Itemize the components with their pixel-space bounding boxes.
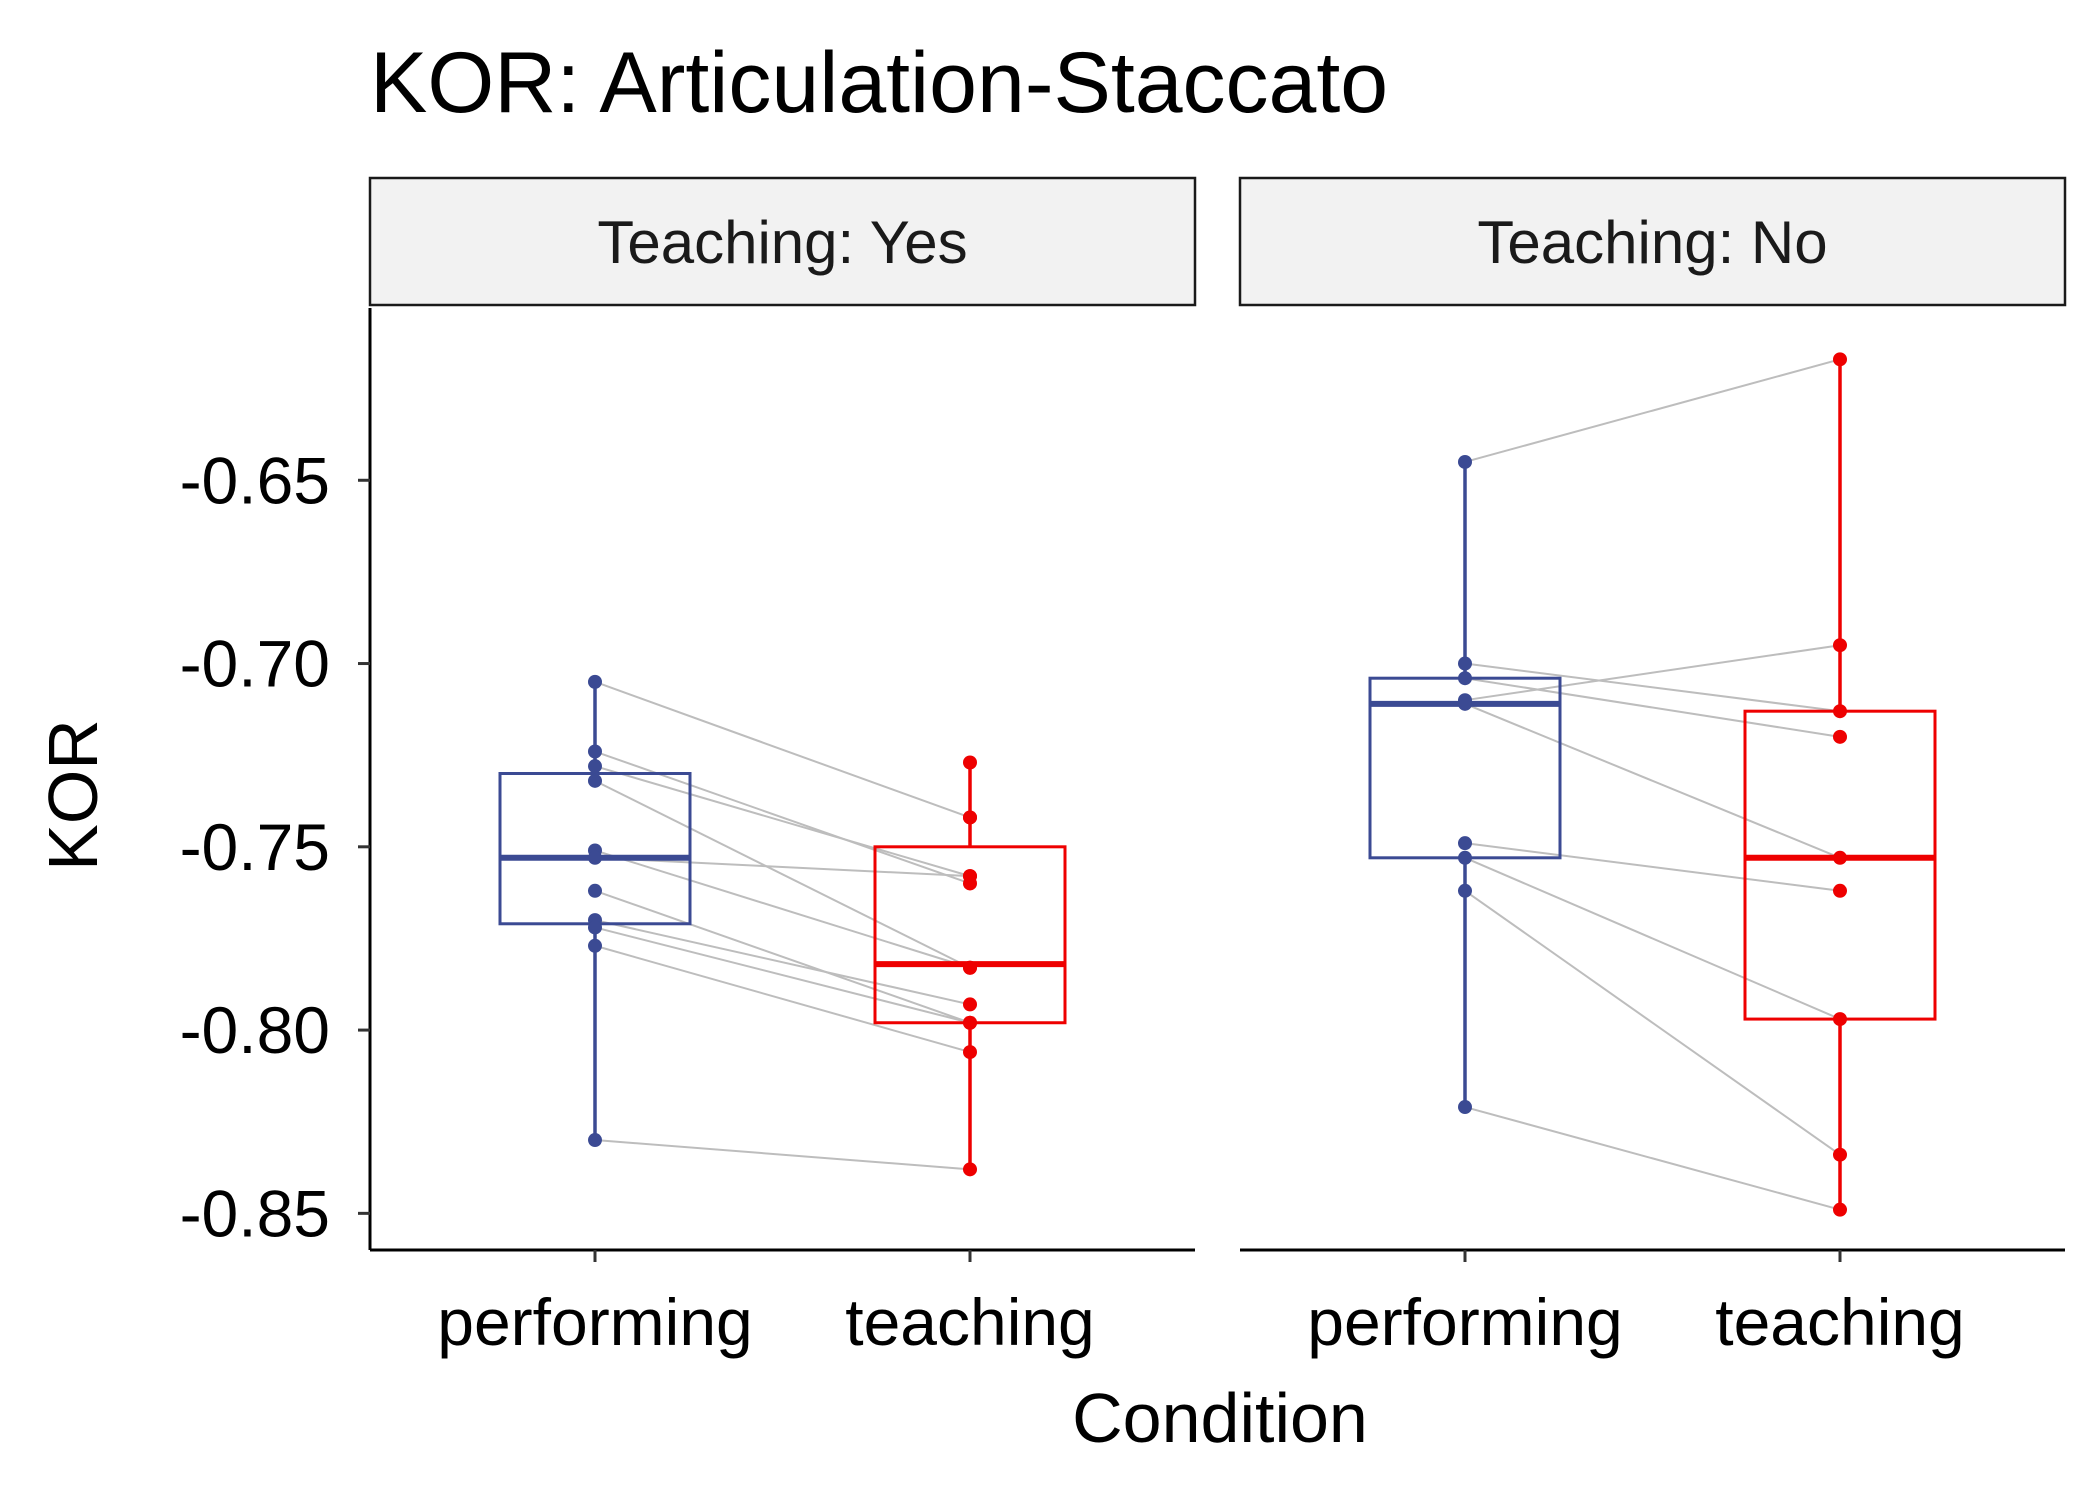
point-teaching: [1833, 1147, 1847, 1162]
paired-line: [594, 765, 971, 878]
point-performing: [1458, 656, 1472, 671]
point-teaching: [963, 1045, 977, 1060]
point-performing: [588, 759, 602, 774]
point-teaching: [963, 810, 977, 825]
point-performing: [588, 938, 602, 953]
facet-strip: [368, 176, 1197, 307]
facet-strip: [1238, 176, 2067, 307]
y-tick-label: -0.75: [180, 810, 330, 884]
point-teaching: [1833, 883, 1847, 898]
paired-line: [594, 1139, 971, 1171]
paired-line: [594, 944, 971, 1054]
panel-teaching-no: Teaching: No performing teaching: [1238, 176, 2067, 1359]
facet-strip-label: Teaching: Yes: [597, 209, 967, 276]
paired-line: [594, 926, 971, 1024]
point-teaching: [963, 997, 977, 1012]
paired-line: [1464, 1106, 1841, 1211]
y-tick-label: -0.70: [180, 627, 330, 701]
paired-line: [1464, 889, 1841, 1156]
paired-line: [594, 849, 971, 969]
point-performing: [588, 920, 602, 935]
paired-line: [594, 779, 971, 969]
paired-line: [1464, 644, 1841, 702]
paired-line: [594, 889, 971, 1024]
y-tick-label: -0.65: [180, 443, 330, 517]
paired-line: [594, 856, 971, 878]
paired-line: [1464, 677, 1841, 738]
point-performing: [588, 1133, 602, 1148]
facet-panels: -0.65 -0.70 -0.75 -0.80 -0.85 Teaching: Yes pe…: [180, 176, 2067, 1359]
y-tick-label: -0.85: [180, 1176, 330, 1250]
point-teaching: [1833, 352, 1847, 367]
facet-strip-label: Teaching: No: [1477, 209, 1827, 276]
paired-line: [1464, 842, 1841, 892]
point-performing: [588, 850, 602, 865]
point-teaching: [1833, 850, 1847, 865]
point-performing: [1458, 671, 1472, 686]
point-performing: [1458, 850, 1472, 865]
point-performing: [1458, 836, 1472, 851]
paired-line: [1464, 358, 1841, 463]
point-teaching: [963, 869, 977, 884]
paired-line: [594, 680, 971, 819]
panel-teaching-yes: Teaching: Yes performing teaching: [368, 176, 1197, 1359]
point-teaching: [963, 1015, 977, 1030]
y-axis-title: KOR: [34, 719, 112, 871]
point-performing: [1458, 883, 1472, 898]
point-teaching: [963, 1162, 977, 1177]
point-performing: [588, 773, 602, 788]
point-performing: [1458, 696, 1472, 711]
point-teaching: [1833, 638, 1847, 653]
point-teaching: [1833, 729, 1847, 744]
point-performing: [588, 883, 602, 898]
point-teaching: [1833, 1012, 1847, 1027]
point-teaching: [1833, 704, 1847, 719]
x-tick-label: performing: [1307, 1285, 1622, 1359]
x-tick-label: teaching: [845, 1285, 1095, 1359]
paired-line: [594, 919, 971, 1006]
x-tick-label: teaching: [1715, 1285, 1965, 1359]
paired-line: [1464, 702, 1841, 859]
box-teaching: [1743, 709, 1937, 1021]
point-performing: [1458, 454, 1472, 469]
point-teaching: [963, 960, 977, 975]
point-teaching: [1833, 1202, 1847, 1217]
paired-line: [1464, 662, 1841, 713]
chart-title: KOR: Articulation-Staccato: [370, 35, 1388, 131]
x-axis-title: Condition: [1072, 1379, 1368, 1457]
x-tick-label: performing: [437, 1285, 752, 1359]
point-performing: [588, 674, 602, 689]
paired-line: [594, 750, 971, 885]
point-teaching: [963, 755, 977, 770]
point-performing: [1458, 1100, 1472, 1115]
paired-line: [1464, 856, 1841, 1021]
y-tick-label: -0.80: [180, 993, 330, 1067]
point-performing: [588, 744, 602, 759]
